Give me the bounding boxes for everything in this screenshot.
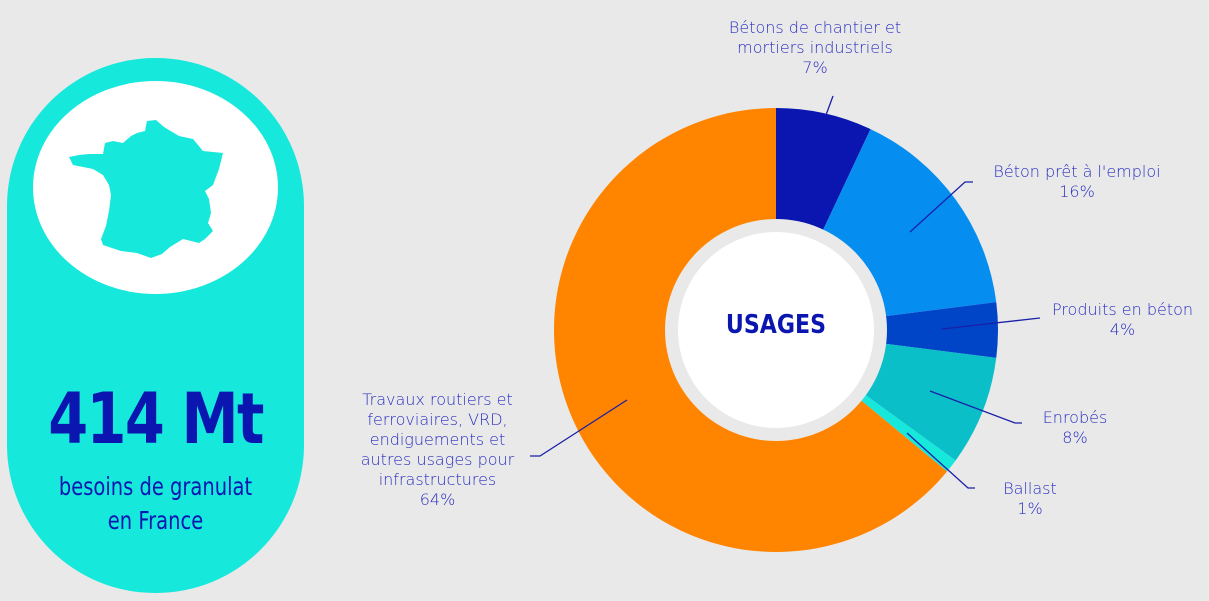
label-ballast: Ballast 1%: [975, 479, 1085, 519]
label-pct: 4%: [1109, 320, 1136, 339]
label-text: Enrobés: [1042, 408, 1108, 427]
label-enrobes: Enrobés 8%: [1020, 408, 1130, 448]
label-travaux: Travaux routiers et ferroviaires, VRD, e…: [340, 390, 535, 510]
total-label: besoins de granulat en France: [40, 470, 272, 538]
total-value: 414 Mt: [48, 378, 264, 460]
label-pct: 16%: [1059, 182, 1095, 201]
label-text: Béton prêt à l'emploi: [993, 162, 1161, 181]
map-circle: [33, 81, 278, 294]
leader-lines: [530, 95, 1041, 489]
label-text: Ballast: [1003, 479, 1057, 498]
label-produits-beton: Produits en béton 4%: [1040, 300, 1205, 340]
label-text: endiguements et: [369, 430, 506, 449]
total-label-line2: en France: [107, 506, 204, 535]
label-text: Produits en béton: [1051, 300, 1194, 319]
label-beton-pret: Béton prêt à l'emploi 16%: [972, 162, 1182, 202]
label-pct: 8%: [1062, 428, 1088, 447]
label-betons-chantier: Bétons de chantier et mortiers industrie…: [715, 18, 915, 78]
total-label-line1: besoins de granulat: [58, 472, 253, 501]
label-text: Bétons de chantier et: [728, 18, 902, 37]
center-title: USAGES: [725, 310, 827, 340]
label-text: Travaux routiers et: [362, 390, 513, 409]
label-pct: 7%: [802, 58, 828, 77]
france-map-icon: [69, 120, 223, 258]
donut-center: [678, 232, 874, 428]
label-pct: 64%: [419, 490, 456, 509]
label-text: ferroviaires, VRD,: [367, 410, 508, 429]
label-text: infrastructures: [378, 470, 497, 489]
label-pct: 1%: [1017, 499, 1043, 518]
label-text: mortiers industriels: [737, 38, 893, 57]
label-text: autres usages pour: [360, 450, 515, 469]
